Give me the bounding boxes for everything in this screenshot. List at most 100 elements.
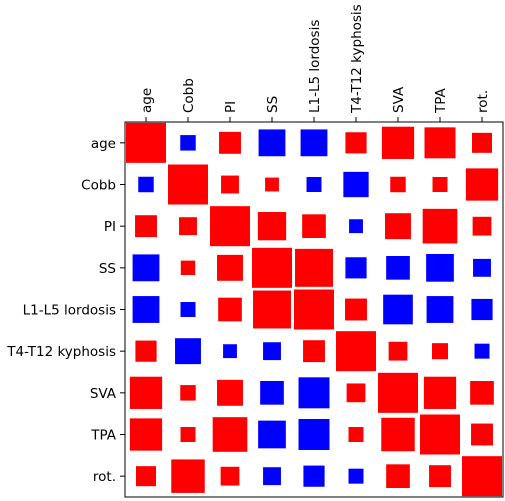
corr-cell-age-age xyxy=(126,122,166,163)
corr-cell-age-ss xyxy=(258,129,286,157)
corr-cell-t4-t12-kyphosis-pi xyxy=(223,344,237,359)
x-tick-label-pi: PI xyxy=(223,101,239,113)
corr-cell-cobb-pi xyxy=(221,175,239,194)
x-tick-label-tpa: TPA xyxy=(433,87,449,114)
corr-cell-sva-ss xyxy=(260,381,284,405)
corr-cell-sva-tpa xyxy=(423,376,457,409)
corr-cell-t4-t12-kyphosis-rot xyxy=(474,343,490,359)
corr-cell-rot-cobb xyxy=(171,459,205,493)
corr-cell-tpa-l1-l5-lordosis xyxy=(298,419,330,450)
corr-cell-cobb-tpa xyxy=(432,177,448,192)
corr-cell-tpa-tpa xyxy=(420,414,460,455)
corr-cell-age-rot xyxy=(472,132,492,153)
corr-cell-cobb-cobb xyxy=(168,164,208,205)
corr-cell-cobb-ss xyxy=(265,177,279,192)
y-tick-labels: age Cobb PI SS L1-L5 lordosis T4-T12 kyphosis… xyxy=(6,136,116,485)
corr-cell-pi-l1-l5-lordosis xyxy=(302,214,326,238)
y-tick-label-sva: SVA xyxy=(90,386,117,402)
corr-cell-l1-l5-lordosis-pi xyxy=(218,297,242,322)
corr-cell-ss-pi xyxy=(217,254,243,281)
corr-cell-rot-age xyxy=(136,466,156,487)
y-tick-label-pi: PI xyxy=(104,219,116,235)
corr-cell-age-pi xyxy=(219,131,241,154)
corr-cell-ss-t4-t12-kyphosis xyxy=(345,257,367,279)
corr-cell-t4-t12-kyphosis-tpa xyxy=(432,343,448,360)
corr-cell-ss-l1-l5-lordosis xyxy=(295,248,333,287)
corr-cell-cobb-rot xyxy=(465,168,499,201)
corr-cell-rot-sva xyxy=(386,464,410,488)
corr-cell-age-l1-l5-lordosis xyxy=(300,129,328,157)
corr-cell-l1-l5-lordosis-age xyxy=(132,296,160,323)
y-tick-label-cobb: Cobb xyxy=(81,178,116,194)
corr-cell-pi-t4-t12-kyphosis xyxy=(349,219,363,234)
corr-cell-sva-age xyxy=(129,376,163,409)
y-tick-label-tpa: TPA xyxy=(90,428,117,444)
corr-cell-l1-l5-lordosis-t4-t12-kyphosis xyxy=(345,298,367,321)
corr-cell-rot-l1-l5-lordosis xyxy=(303,465,325,487)
corr-cell-l1-l5-lordosis-l1-l5-lordosis xyxy=(294,289,334,330)
x-tick-labels: age Cobb PI SS L1-L5 lordosis T4-T12 kyphosis… xyxy=(139,4,491,114)
corr-cell-pi-sva xyxy=(385,213,411,240)
corr-cell-l1-l5-lordosis-ss xyxy=(253,290,291,329)
corr-cell-t4-t12-kyphosis-age xyxy=(135,340,157,362)
ticks-layer xyxy=(120,117,483,477)
corr-cell-sva-l1-l5-lordosis xyxy=(298,377,330,409)
corr-cell-sva-rot xyxy=(470,381,494,405)
corr-cell-pi-rot xyxy=(472,216,492,236)
x-tick-label-t4-t12-kyphosis: T4-T12 kyphosis xyxy=(349,4,365,114)
corr-cell-t4-t12-kyphosis-cobb xyxy=(175,338,201,365)
corr-cell-pi-pi xyxy=(210,206,250,247)
corr-cell-pi-tpa xyxy=(422,208,458,244)
corr-cell-sva-cobb xyxy=(180,385,196,401)
corr-cell-tpa-ss xyxy=(258,420,286,449)
corr-cell-t4-t12-kyphosis-sva xyxy=(388,341,408,361)
x-tick-label-age: age xyxy=(139,88,155,113)
corr-cell-pi-cobb xyxy=(179,217,197,236)
corr-cell-rot-t4-t12-kyphosis xyxy=(348,468,364,484)
corr-cell-ss-sva xyxy=(386,256,410,280)
x-tick-label-sva: SVA xyxy=(391,86,407,113)
corr-cell-pi-age xyxy=(135,215,157,238)
corr-cell-tpa-age xyxy=(129,418,163,451)
corr-cell-age-tpa xyxy=(424,127,456,159)
corr-cell-tpa-pi xyxy=(212,417,248,452)
corr-cell-ss-cobb xyxy=(180,260,196,276)
corr-cell-rot-tpa xyxy=(429,465,451,488)
corr-cell-tpa-cobb xyxy=(180,427,196,442)
corr-cell-rot-rot xyxy=(462,456,502,497)
corr-cell-ss-rot xyxy=(473,258,491,277)
corr-cell-sva-t4-t12-kyphosis xyxy=(346,383,366,403)
y-tick-label-ss: SS xyxy=(99,261,116,277)
x-tick-label-cobb: Cobb xyxy=(181,78,197,113)
y-tick-label-t4-t12-kyphosis: T4-T12 kyphosis xyxy=(6,344,116,360)
corr-cell-l1-l5-lordosis-tpa xyxy=(426,296,454,323)
x-tick-label-rot: rot. xyxy=(475,90,491,113)
corr-cell-tpa-rot xyxy=(471,423,493,446)
corr-cell-ss-tpa xyxy=(426,253,454,282)
corr-cell-ss-age xyxy=(132,254,160,282)
corr-cell-l1-l5-lordosis-rot xyxy=(471,298,493,321)
corr-cell-ss-ss xyxy=(252,247,292,288)
y-tick-label-rot: rot. xyxy=(93,469,116,485)
x-tick-label-ss: SS xyxy=(265,96,281,113)
corr-cell-cobb-t4-t12-kyphosis xyxy=(343,171,369,198)
corr-cell-l1-l5-lordosis-cobb xyxy=(180,302,196,317)
corr-cell-pi-ss xyxy=(257,212,287,241)
corr-cell-tpa-t4-t12-kyphosis xyxy=(348,427,364,442)
x-tick-label-l1-l5-lordosis: L1-L5 lordosis xyxy=(307,20,323,113)
y-tick-label-age: age xyxy=(91,136,116,152)
corr-cell-sva-pi xyxy=(217,379,243,406)
corr-cell-cobb-l1-l5-lordosis xyxy=(306,177,322,192)
corr-cell-tpa-sva xyxy=(381,417,415,452)
corr-cell-age-cobb xyxy=(180,135,196,151)
corr-cell-cobb-sva xyxy=(390,176,406,193)
corr-cell-t4-t12-kyphosis-l1-l5-lordosis xyxy=(303,340,325,363)
corr-cell-rot-pi xyxy=(220,466,240,486)
corr-cell-cobb-age xyxy=(138,176,154,193)
corr-cell-t4-t12-kyphosis-t4-t12-kyphosis xyxy=(336,331,376,372)
corr-cell-age-sva xyxy=(381,126,415,159)
y-tick-label-l1-l5-lordosis: L1-L5 lordosis xyxy=(23,303,116,319)
corr-cell-rot-ss xyxy=(263,467,281,486)
corr-cell-l1-l5-lordosis-sva xyxy=(383,294,413,325)
